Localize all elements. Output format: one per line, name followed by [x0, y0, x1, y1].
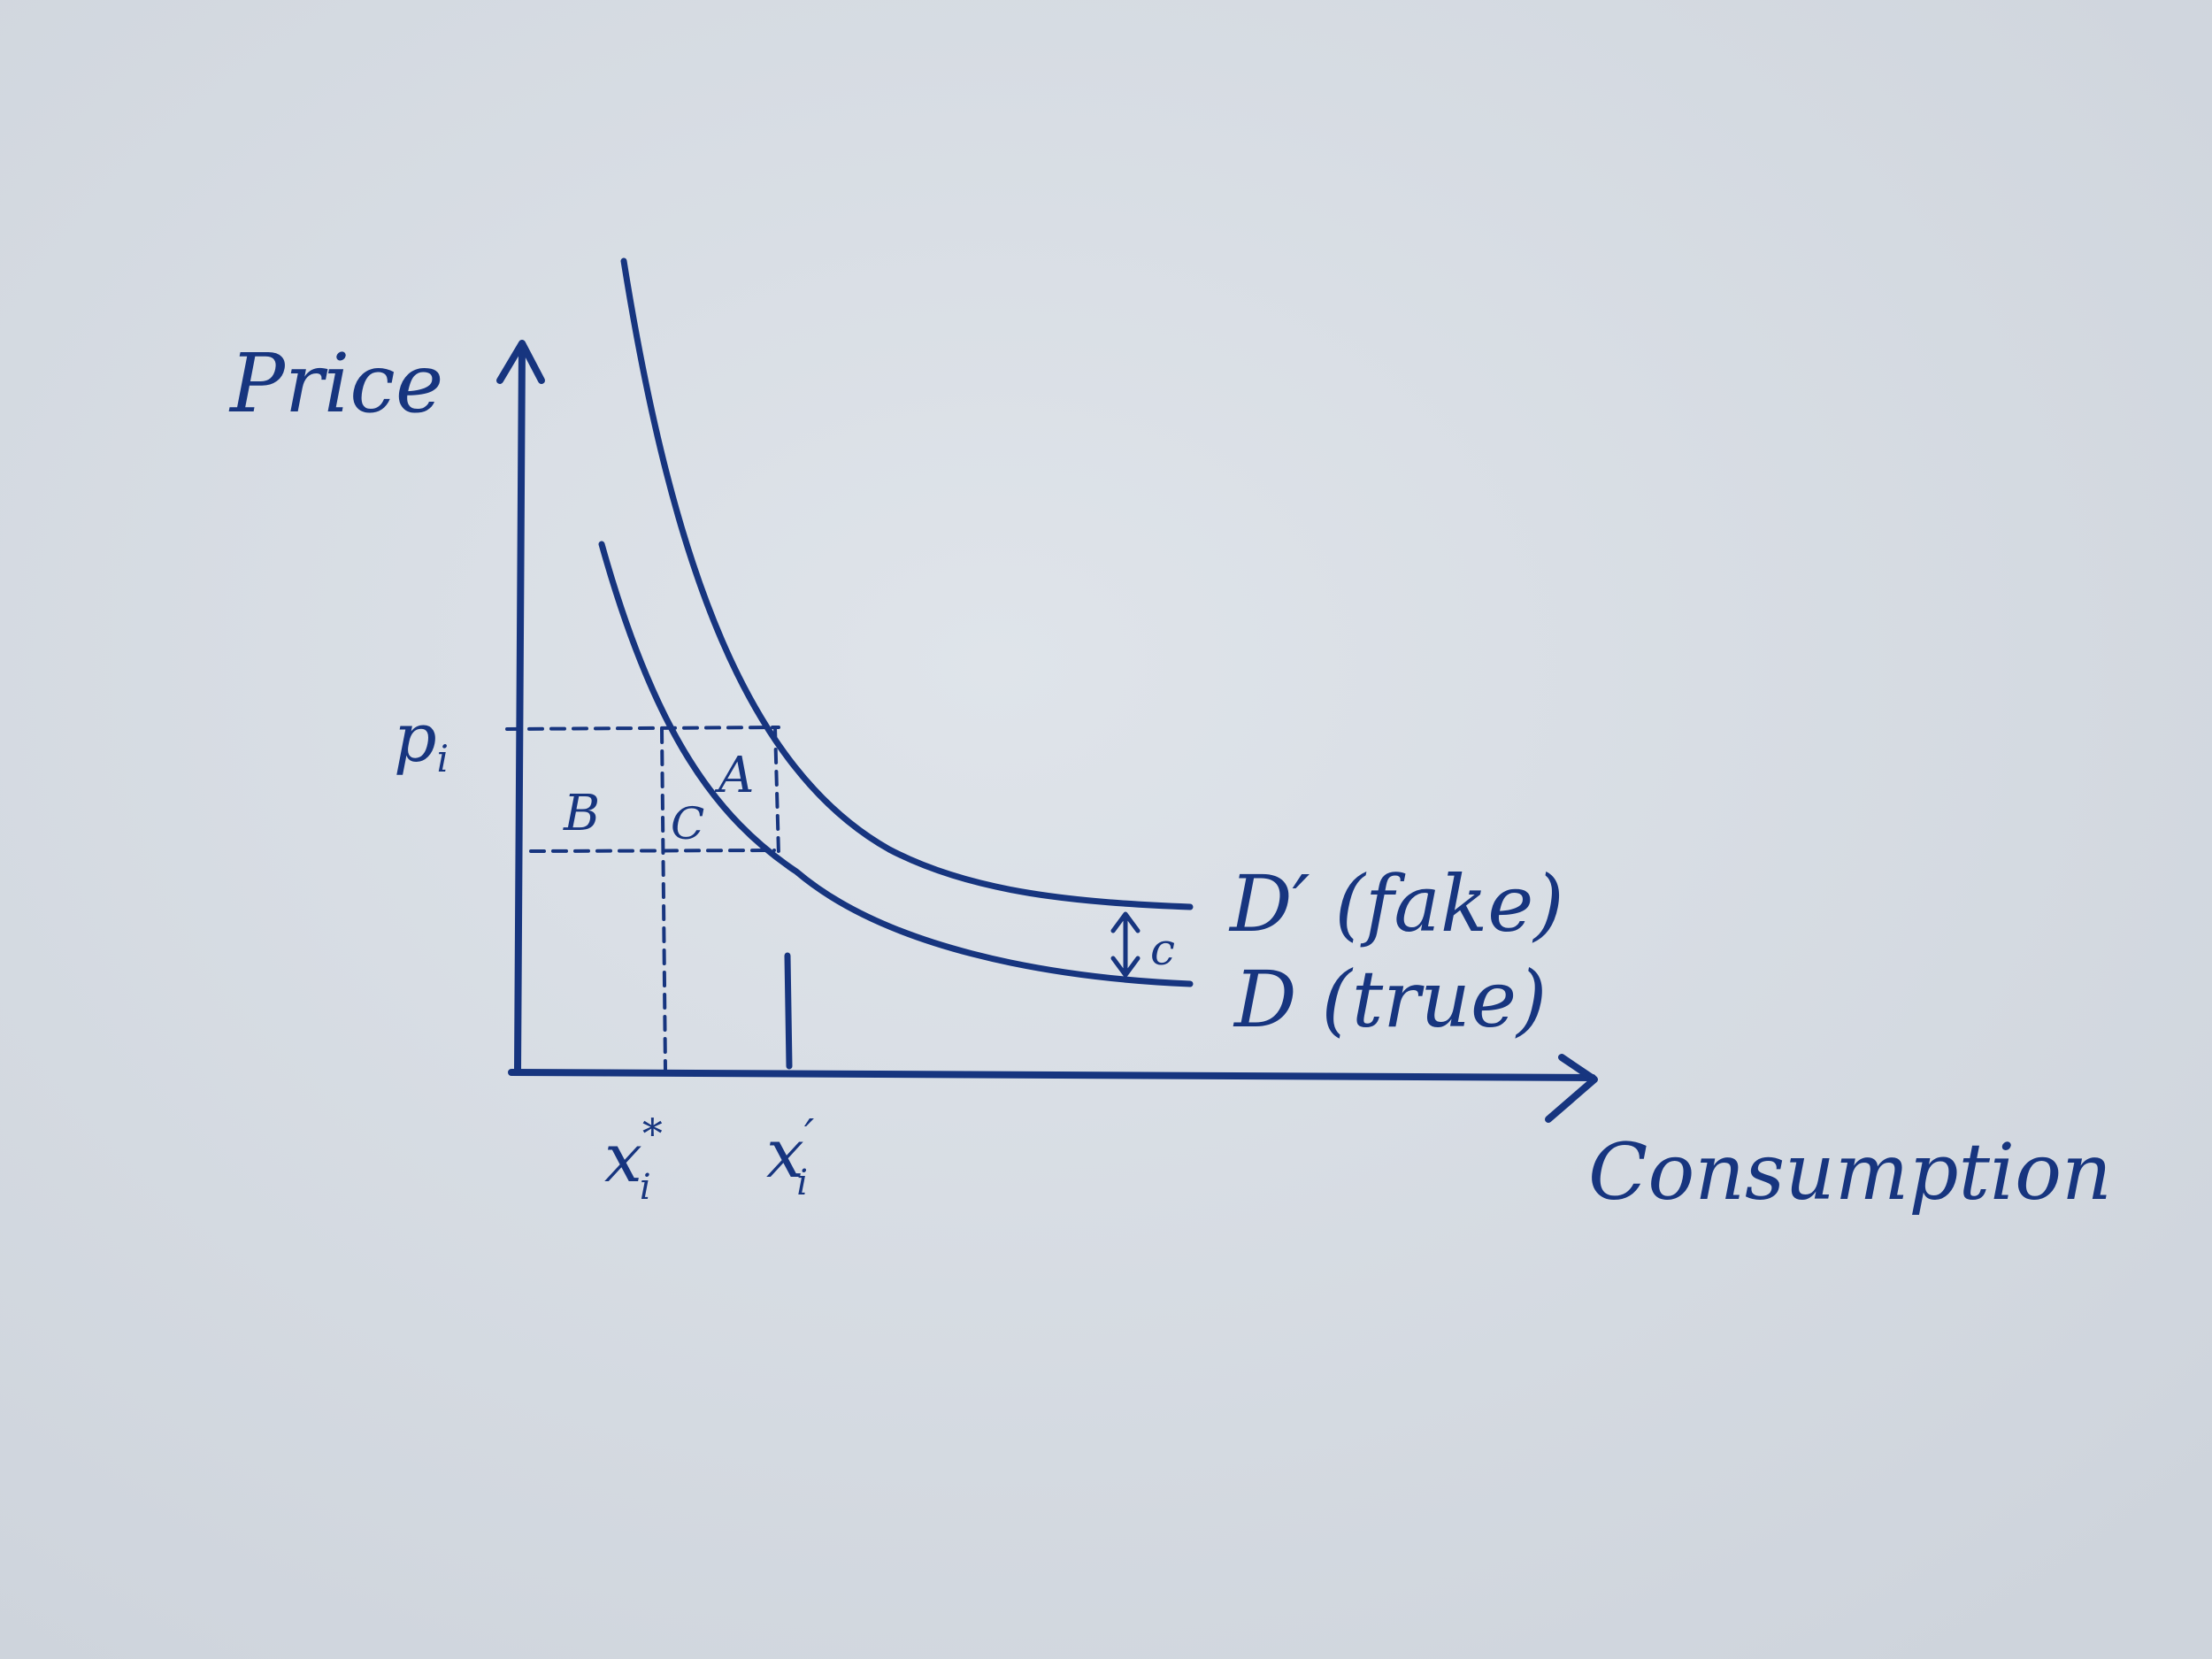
x-axis	[508, 1069, 1596, 1081]
price-tick-label: pi	[394, 698, 449, 780]
x-star-superscript: *	[642, 1110, 663, 1157]
price-guide-line	[505, 726, 780, 731]
x-axis-label: Consumption	[1588, 1126, 2112, 1217]
lower-price-guide-line	[529, 849, 776, 853]
curve-fake-demand	[620, 257, 1194, 910]
curve-fake-label: D′ (fake)	[1228, 858, 1564, 949]
x-star-guide-line	[660, 727, 667, 1072]
x-star-tick-label: x* i	[604, 1110, 663, 1208]
curve-true-demand	[598, 541, 1194, 987]
gap-marker-top-arrow	[1110, 911, 1141, 933]
x-prime-superscript: ′	[804, 1110, 815, 1161]
region-a-label: A	[714, 747, 754, 804]
y-axis	[514, 342, 526, 1074]
region-c-label: C	[671, 798, 704, 849]
x-prime-guide-line	[773, 726, 780, 856]
x-star-subscript: i	[640, 1167, 651, 1208]
y-axis-label: Price	[228, 336, 443, 431]
gap-c-label: c	[1150, 924, 1175, 975]
y-axis-arrowhead	[496, 340, 545, 384]
price-tick-subscript: i	[437, 737, 449, 780]
region-b-label: B	[563, 785, 600, 842]
x-prime-subscript: i	[796, 1163, 808, 1203]
curve-true-label: D (true)	[1233, 954, 1547, 1045]
x-axis-arrowhead	[1545, 1054, 1598, 1123]
gap-marker-bottom-arrow	[1110, 956, 1141, 978]
x-prime-drop-line	[784, 952, 793, 1070]
x-prime-tick-label: x′ i	[766, 1110, 815, 1203]
